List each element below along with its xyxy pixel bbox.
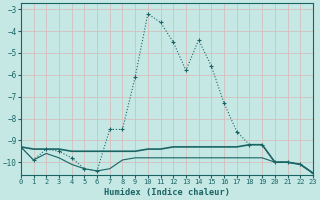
X-axis label: Humidex (Indice chaleur): Humidex (Indice chaleur) bbox=[104, 188, 230, 197]
